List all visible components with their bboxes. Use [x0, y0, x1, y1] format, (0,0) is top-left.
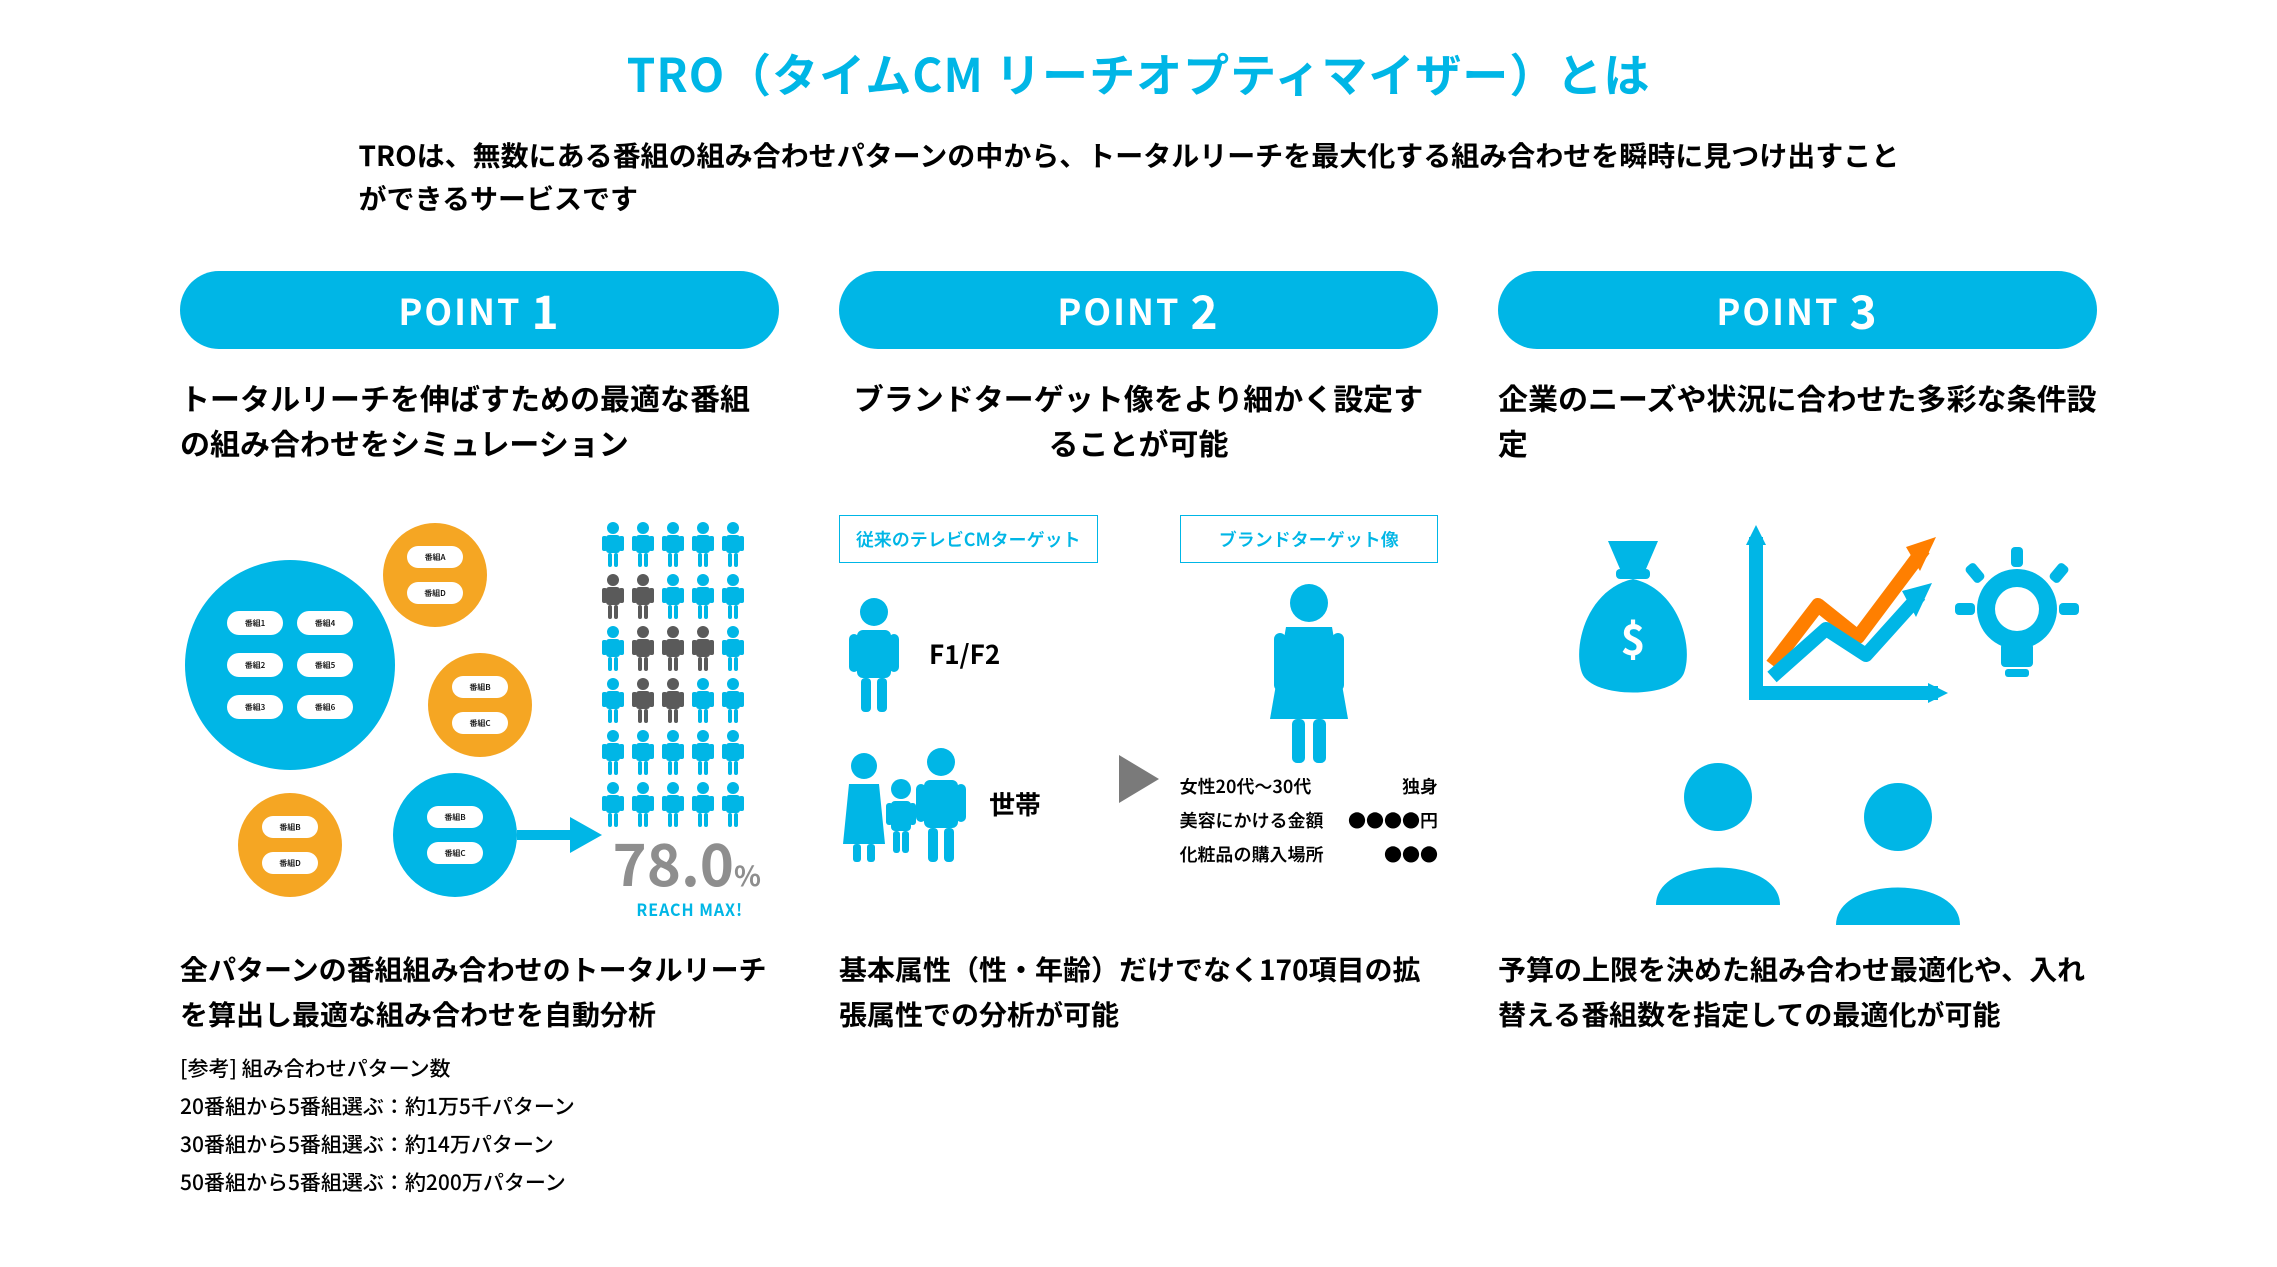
attr-r: ●●● [1384, 837, 1438, 871]
point-3-below: 予算の上限を決めた組み合わせ最適化や、入れ替える番組数を指定しての最適化が可能 [1498, 947, 2097, 1037]
attr-row: 美容にかける金額 ●●●●円 [1180, 803, 1439, 837]
money-bag-icon: $ [1558, 535, 1708, 705]
reach-value: 78.0 [613, 819, 735, 903]
svg-text:番組5: 番組5 [315, 660, 336, 671]
page-title: TRO（タイムCM リーチオプティマイザー）とは [180, 40, 2097, 106]
attr-l: 美容にかける金額 [1180, 803, 1324, 837]
svg-text:番組C: 番組C [469, 718, 490, 729]
attr-row: 化粧品の購入場所 ●●● [1180, 837, 1439, 871]
ref-title: [参考] 組み合わせパターン数 [180, 1050, 779, 1088]
svg-text:番組4: 番組4 [315, 618, 336, 629]
pill-num: 1 [531, 277, 560, 343]
attr-row: 女性20代〜30代 独身 [1180, 769, 1439, 803]
point-2: POINT 2 ブランドターゲット像をより細かく設定することが可能 従来のテレビ… [839, 271, 1438, 1202]
pill-prefix: POINT [1716, 284, 1839, 336]
point-3: POINT 3 企業のニーズや状況に合わせた多彩な条件設定 $ [1498, 271, 2097, 1202]
point-1-ref: [参考] 組み合わせパターン数 20番組から5番組選ぶ：約1万5千パターン 30… [180, 1050, 779, 1201]
family-icon [839, 744, 969, 864]
pill-num: 3 [1849, 277, 1878, 343]
label-f1f2: F1/F2 [929, 635, 1000, 672]
svg-text:番組3: 番組3 [245, 702, 266, 713]
lightbulb-icon [1947, 545, 2087, 705]
point-3-pill: POINT 3 [1498, 271, 2097, 349]
attr-l: 女性20代〜30代 [1180, 769, 1312, 803]
attr-r: ●●●●円 [1348, 803, 1438, 837]
pill-num: 2 [1190, 277, 1219, 343]
ref-line: 50番組から5番組選ぶ：約200万パターン [180, 1164, 779, 1202]
svg-text:$: $ [1621, 607, 1646, 668]
arrow-right-icon [1114, 515, 1164, 935]
point-1-pill: POINT 1 [180, 271, 779, 349]
attr-r: 独身 [1402, 769, 1438, 803]
pct-sign: % [734, 855, 761, 895]
svg-text:番組A: 番組A [424, 552, 446, 563]
svg-text:番組D: 番組D [424, 588, 446, 599]
svg-text:番組B: 番組B [469, 682, 491, 693]
reach-percentage: 78.0% [613, 819, 761, 903]
point-1-graphic: 番組1番組2番組3番組4番組5番組6 番組A番組D 番組B番組C 番組B番組D … [180, 515, 779, 935]
ref-line: 30番組から5番組選ぶ：約14万パターン [180, 1126, 779, 1164]
box-brand-target: ブランドターゲット像 [1180, 515, 1439, 563]
point-3-graphic: $ [1498, 515, 2097, 935]
user-icon [1638, 755, 1798, 905]
svg-text:番組B: 番組B [279, 822, 301, 833]
box-conventional: 従来のテレビCMターゲット [839, 515, 1098, 563]
point-2-pill: POINT 2 [839, 271, 1438, 349]
user-icon [1818, 775, 1978, 925]
point-2-graphic: 従来のテレビCMターゲット F1/F2 [839, 515, 1438, 935]
svg-text:番組C: 番組C [444, 848, 465, 859]
point-1-lead: トータルリーチを伸ばすための最適な番組の組み合わせをシミュレーション [180, 375, 779, 515]
ref-line: 20番組から5番組選ぶ：約1万5千パターン [180, 1088, 779, 1126]
reach-max-label: REACH MAX! [636, 897, 743, 921]
chart-icon [1738, 525, 1948, 715]
person-female-icon [1254, 579, 1364, 769]
person-male-icon [839, 594, 909, 714]
point-2-lead: ブランドターゲット像をより細かく設定することが可能 [839, 375, 1438, 515]
svg-text:番組B: 番組B [444, 812, 466, 823]
point-1-below: 全パターンの番組組み合わせのトータルリーチを算出し最適な組み合わせを自動分析 [180, 947, 779, 1037]
attribute-list: 女性20代〜30代 独身 美容にかける金額 ●●●●円 化粧品の購入場所 ●●● [1180, 769, 1439, 872]
point-3-lead: 企業のニーズや状況に合わせた多彩な条件設定 [1498, 375, 2097, 515]
svg-text:番組6: 番組6 [315, 702, 336, 713]
point-1: POINT 1 トータルリーチを伸ばすための最適な番組の組み合わせをシミュレーシ… [180, 271, 779, 1202]
pill-prefix: POINT [398, 284, 521, 336]
page-subtitle: TROは、無数にある番組の組み合わせパターンの中から、トータルリーチを最大化する… [359, 134, 1919, 221]
svg-text:番組2: 番組2 [245, 660, 266, 671]
pill-prefix: POINT [1057, 284, 1180, 336]
label-household: 世帯 [989, 785, 1041, 822]
point-2-below: 基本属性（性・年齢）だけでなく170項目の拡張属性での分析が可能 [839, 947, 1438, 1037]
svg-text:番組1: 番組1 [245, 618, 266, 629]
attr-l: 化粧品の購入場所 [1180, 837, 1324, 871]
svg-text:番組D: 番組D [279, 858, 301, 869]
points-row: POINT 1 トータルリーチを伸ばすための最適な番組の組み合わせをシミュレーシ… [180, 271, 2097, 1202]
